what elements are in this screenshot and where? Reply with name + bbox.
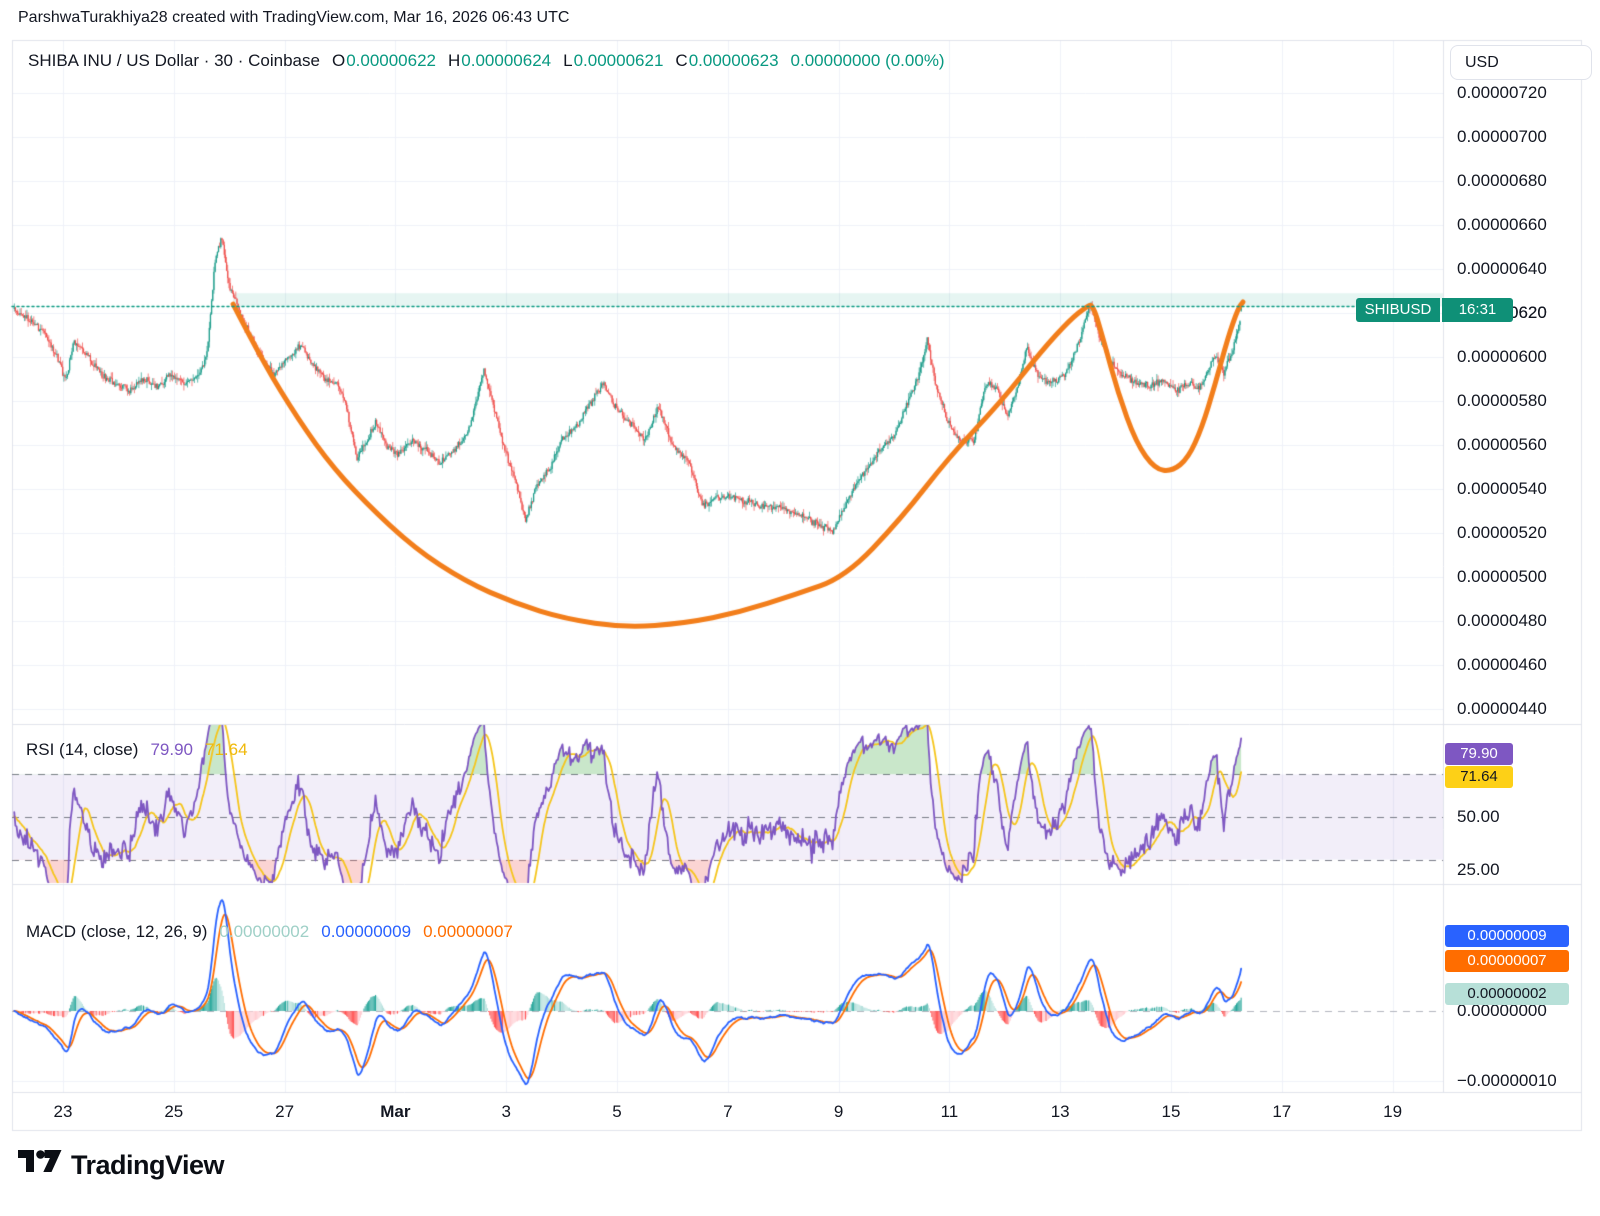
symbol-price-flag: SHIBUSD 16:31	[1356, 298, 1513, 322]
tradingview-logo[interactable]: TradingView	[18, 1148, 225, 1183]
rsi-ma-value: 71.64	[204, 740, 248, 759]
tradingview-logo-text: TradingView	[71, 1150, 225, 1180]
ohlc-close: C 0.00000623	[675, 51, 779, 70]
macd-legend-title: MACD (close, 12, 26, 9)	[26, 922, 208, 941]
macd-axis-badge: 0.00000009	[1445, 925, 1569, 947]
change-value: 0.00000000 (0.00%)	[790, 51, 945, 70]
rsi-legend: RSI (14, close) 79.90 71.64	[26, 740, 248, 760]
rsi-current-value: 79.90	[150, 740, 193, 759]
macd-legend: MACD (close, 12, 26, 9) 0.00000002 0.000…	[26, 922, 513, 942]
macd-signal-axis-badge: 0.00000007	[1445, 950, 1569, 972]
macd-histogram-axis-badge: 0.00000002	[1445, 983, 1569, 1005]
ohlc-high: H 0.00000624	[448, 51, 552, 70]
rsi-axis-badge: 79.90	[1445, 743, 1513, 765]
rsi-ma-axis-badge: 71.64	[1445, 766, 1513, 788]
macd-line-value: 0.00000009	[321, 922, 412, 941]
symbol-title: SHIBA INU / US Dollar · 30 · Coinbase	[28, 51, 320, 70]
rsi-legend-title: RSI (14, close)	[26, 740, 139, 759]
macd-histogram-value: 0.00000002	[219, 922, 310, 941]
macd-signal-value: 0.00000007	[423, 922, 513, 941]
tradingview-logo-icon	[18, 1148, 62, 1183]
ohlc-low: L 0.00000621	[563, 51, 664, 70]
price-flag-countdown: 16:31	[1442, 298, 1513, 322]
price-flag-symbol: SHIBUSD	[1356, 298, 1440, 322]
ohlc-open: O 0.00000622	[331, 51, 437, 70]
attribution-text: ParshwaTurakhiya28 created with TradingV…	[18, 9, 570, 26]
currency-toggle-button[interactable]: USD	[1450, 45, 1592, 80]
